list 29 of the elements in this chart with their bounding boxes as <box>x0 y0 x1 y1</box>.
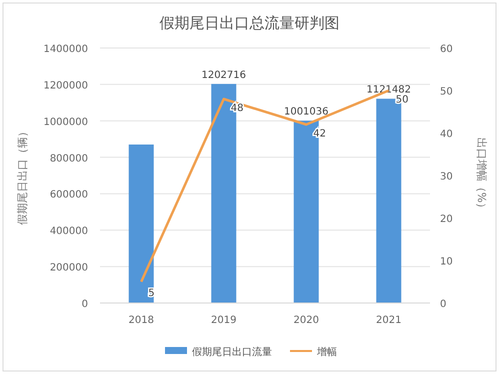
x-tick-label: 2021 <box>376 315 402 326</box>
x-tick-label: 2018 <box>128 315 154 326</box>
y-axis-title: 假期尾日出口（辆） <box>16 126 29 225</box>
y-tick-label: 0 <box>82 299 88 310</box>
data-label: 1121482 <box>366 84 412 96</box>
y2-tick-label: 60 <box>440 44 453 55</box>
y-tick-label: 800000 <box>50 153 88 164</box>
y2-tick-label: 30 <box>440 172 453 182</box>
legend-label: 假期尾日出口流量 <box>192 346 272 358</box>
data-label: 50 <box>396 94 408 106</box>
bar <box>128 144 154 303</box>
y2-tick-label: 10 <box>440 256 453 268</box>
y-tick-label: 1200000 <box>43 80 88 92</box>
data-label: 1001036 <box>284 106 329 118</box>
y-tick-label: 600000 <box>50 190 88 201</box>
y2-tick-label: 40 <box>440 129 453 140</box>
y2-axis-title: 出口增幅（%） <box>475 137 488 214</box>
y-tick-label: 1000000 <box>43 116 88 128</box>
y2-tick-label: 20 <box>440 214 453 225</box>
y-tick-label: 1400000 <box>43 44 88 55</box>
legend-label: 增幅 <box>316 346 337 358</box>
y2-tick-label: 0 <box>440 299 446 310</box>
x-tick-label: 2019 <box>211 315 236 326</box>
y-tick-label: 200000 <box>50 262 88 274</box>
y-tick-label: 400000 <box>50 226 88 238</box>
data-label: 1202716 <box>201 70 246 81</box>
x-tick-label: 2020 <box>294 315 319 326</box>
y2-tick-label: 50 <box>440 86 453 98</box>
chart-title: 假期尾日出口总流量研判图 <box>160 14 340 32</box>
